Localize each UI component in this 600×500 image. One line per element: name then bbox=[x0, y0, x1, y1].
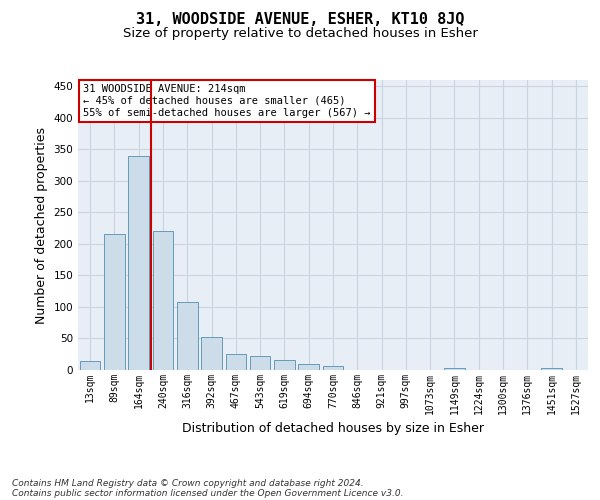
Bar bbox=[323, 366, 343, 370]
Bar bbox=[152, 232, 173, 370]
Bar bbox=[128, 156, 149, 370]
Bar bbox=[201, 337, 222, 370]
Text: Size of property relative to detached houses in Esher: Size of property relative to detached ho… bbox=[122, 28, 478, 40]
Text: Contains public sector information licensed under the Open Government Licence v3: Contains public sector information licen… bbox=[12, 488, 404, 498]
Bar bbox=[541, 368, 562, 370]
Bar bbox=[444, 368, 465, 370]
Bar bbox=[274, 360, 295, 370]
X-axis label: Distribution of detached houses by size in Esher: Distribution of detached houses by size … bbox=[182, 422, 484, 435]
Bar bbox=[226, 354, 246, 370]
Text: 31 WOODSIDE AVENUE: 214sqm
← 45% of detached houses are smaller (465)
55% of sem: 31 WOODSIDE AVENUE: 214sqm ← 45% of deta… bbox=[83, 84, 371, 117]
Bar bbox=[250, 356, 271, 370]
Text: Contains HM Land Registry data © Crown copyright and database right 2024.: Contains HM Land Registry data © Crown c… bbox=[12, 478, 364, 488]
Y-axis label: Number of detached properties: Number of detached properties bbox=[35, 126, 48, 324]
Bar bbox=[104, 234, 125, 370]
Bar bbox=[80, 360, 100, 370]
Bar bbox=[177, 302, 197, 370]
Text: 31, WOODSIDE AVENUE, ESHER, KT10 8JQ: 31, WOODSIDE AVENUE, ESHER, KT10 8JQ bbox=[136, 12, 464, 28]
Bar bbox=[298, 364, 319, 370]
